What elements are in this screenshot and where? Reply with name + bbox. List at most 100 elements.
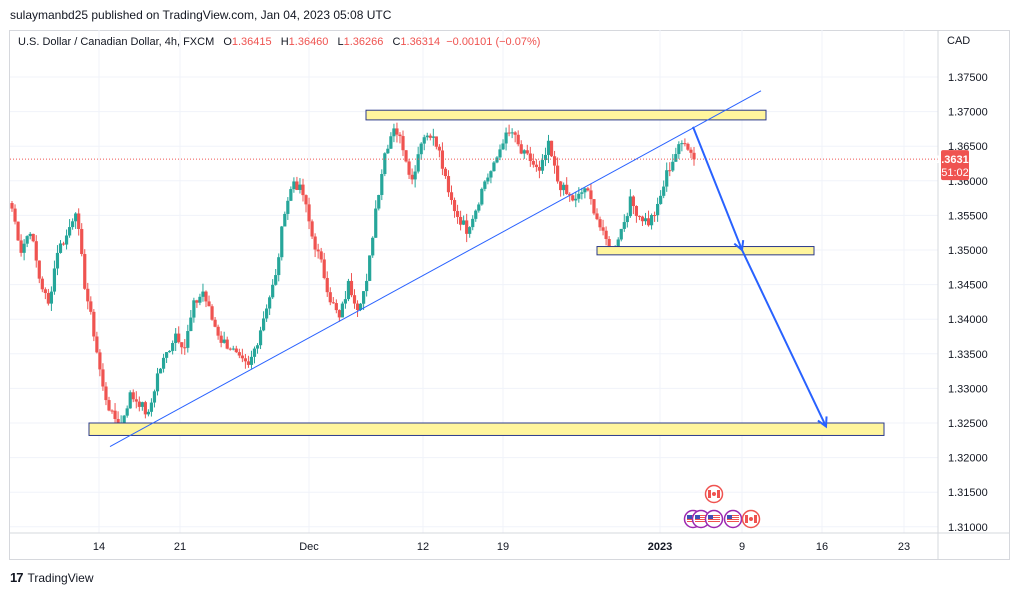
candle — [468, 226, 472, 238]
footer-brand[interactable]: 17 TradingView — [10, 570, 94, 585]
candle-body — [343, 299, 348, 304]
candle — [528, 146, 532, 167]
candle — [186, 324, 190, 353]
candle-body — [328, 292, 332, 303]
candle — [74, 212, 78, 229]
candle-body — [634, 206, 639, 216]
candle-body — [258, 330, 263, 346]
currency-label: CAD — [947, 35, 971, 47]
candle-body — [307, 204, 311, 222]
candle — [559, 180, 563, 197]
candle — [43, 287, 47, 300]
candle-body — [577, 193, 581, 199]
candle-body — [83, 254, 87, 289]
candle-body — [19, 240, 23, 253]
candle — [307, 197, 311, 230]
candle — [474, 209, 478, 222]
us-flag-icon[interactable] — [691, 509, 711, 529]
candle-body — [516, 134, 520, 145]
candle — [246, 355, 251, 368]
candle-body — [592, 199, 596, 214]
candle — [289, 186, 293, 202]
candle — [31, 233, 35, 243]
candle — [55, 245, 60, 276]
open-value: 1.36415 — [231, 36, 272, 48]
candle — [401, 130, 405, 157]
flag-stripe — [727, 521, 739, 522]
us-flag-icon[interactable] — [723, 509, 743, 529]
candle — [601, 219, 605, 236]
candle-body — [52, 268, 57, 292]
candle-body — [255, 345, 260, 349]
candle — [110, 409, 114, 414]
candle — [222, 331, 226, 344]
candle-body — [131, 392, 135, 400]
candle — [425, 132, 429, 141]
candle — [295, 176, 299, 191]
candle-body — [219, 335, 223, 343]
candle — [501, 139, 505, 151]
candle-body — [543, 154, 548, 161]
candle-body — [377, 194, 381, 209]
candle-body — [171, 343, 175, 351]
candle-body — [80, 228, 84, 255]
candle-body — [583, 188, 587, 193]
low-value: 1.36266 — [343, 36, 384, 48]
candle-body — [616, 239, 620, 247]
candle — [640, 215, 645, 227]
candle-body — [643, 218, 648, 222]
candle-body — [607, 239, 611, 250]
candle-body — [246, 361, 251, 365]
candle-body — [71, 221, 75, 228]
candle — [625, 212, 629, 228]
candle-body — [477, 204, 481, 211]
candle-body — [252, 348, 257, 357]
candle-body — [286, 200, 290, 214]
candle — [261, 311, 266, 332]
candle — [161, 353, 166, 373]
flag-stripe — [727, 519, 739, 520]
candle-body — [565, 184, 569, 195]
canada-flag-icon[interactable] — [704, 484, 724, 504]
candle — [113, 403, 117, 426]
flag-canton — [687, 515, 692, 519]
candle-body — [392, 128, 396, 137]
candle-body — [177, 333, 181, 343]
candle — [395, 122, 399, 143]
candle — [183, 339, 187, 355]
candle-body — [337, 310, 341, 318]
candle — [346, 278, 351, 302]
candle — [631, 195, 635, 215]
candle-body — [146, 411, 150, 415]
footer-brand-label: TradingView — [27, 570, 94, 585]
candle-body — [74, 213, 78, 222]
candle — [659, 190, 663, 205]
candle — [504, 127, 508, 151]
flag-stripe — [695, 517, 707, 518]
candle-body — [410, 174, 414, 180]
candle-body — [228, 348, 232, 350]
candle — [516, 130, 520, 147]
canada-flag-icon[interactable] — [741, 509, 761, 529]
candle — [416, 146, 420, 174]
candle — [537, 160, 542, 179]
trendline — [109, 90, 762, 447]
candle — [656, 197, 660, 222]
candle — [480, 187, 484, 206]
candle — [634, 205, 639, 223]
candle — [662, 180, 666, 199]
x-tick-label: 9 — [739, 541, 745, 553]
us-flag-icon[interactable] — [704, 509, 724, 529]
candle-body — [419, 143, 423, 155]
candle-body — [243, 358, 247, 362]
symbol-title[interactable]: U.S. Dollar / Canadian Dollar, 4h, FXCM — [18, 36, 215, 48]
candle — [168, 350, 172, 353]
flag-stripe — [754, 515, 757, 523]
candle — [10, 200, 14, 212]
candle-body — [471, 218, 475, 228]
candle-body — [525, 150, 529, 154]
candle — [462, 215, 466, 226]
candle — [337, 309, 341, 322]
